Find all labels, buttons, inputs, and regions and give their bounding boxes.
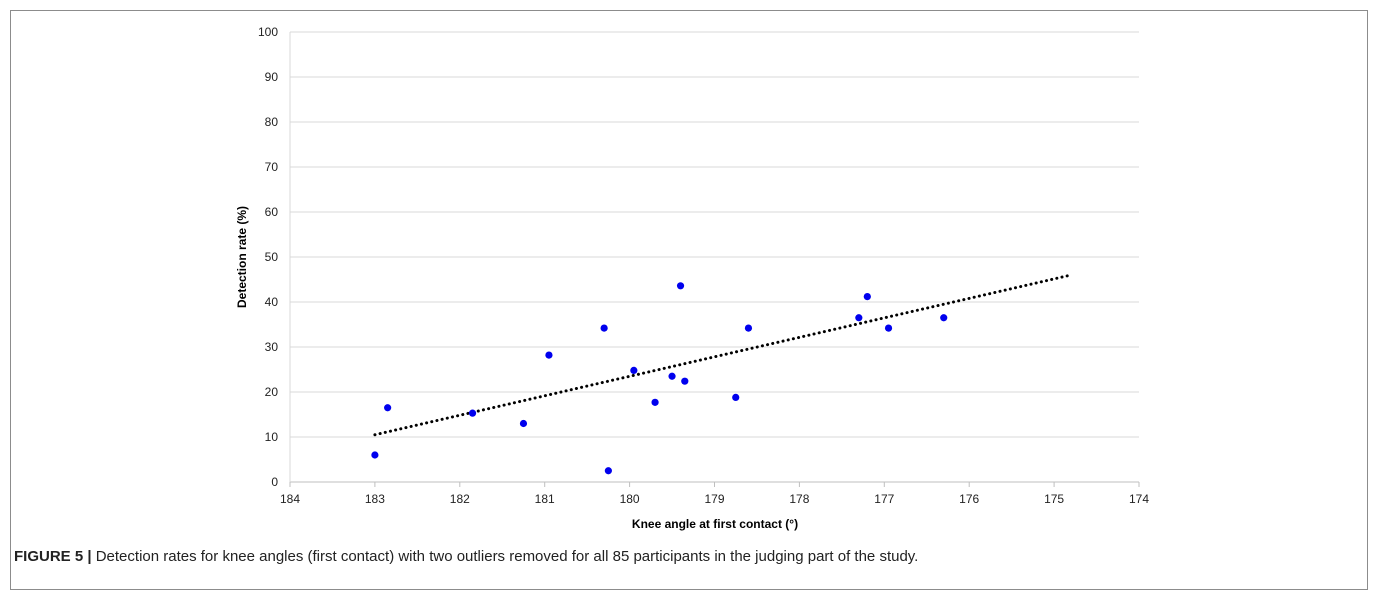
x-tick-label: 175 [1044,492,1064,506]
x-tick-label: 183 [365,492,385,506]
data-point [371,451,379,459]
y-tick-label: 100 [258,25,278,39]
data-point [468,409,477,417]
data-point [863,293,871,301]
x-tick-label: 176 [959,492,979,506]
data-point [681,377,689,385]
x-tick-label: 179 [704,492,724,506]
x-tick-label: 178 [789,492,809,506]
y-tick-label: 30 [265,340,279,354]
y-tick-label: 80 [265,115,279,129]
figure-caption: FIGURE 5 | Detection rates for knee angl… [14,548,918,565]
trendline-group [373,273,1073,437]
data-point [744,324,753,332]
data-point [630,366,638,374]
x-tick-label: 180 [620,492,640,506]
data-points [371,282,948,475]
y-axis-title: Detection rate (%) [235,206,249,308]
y-tick-label: 40 [265,295,279,309]
x-tick-label: 181 [535,492,555,506]
y-tick-label: 10 [265,430,279,444]
y-axis-ticks: 0 10 20 30 40 50 60 70 80 90 100 [258,25,278,489]
x-axis-title: Knee angle at first contact (°) [632,517,798,531]
axes [289,32,1139,483]
data-point [732,393,740,401]
y-tick-label: 60 [265,205,279,219]
y-tick-label: 20 [265,385,279,399]
caption-text: Detection rates for knee angles (first c… [91,548,919,565]
trendline [373,273,1073,437]
data-point [676,282,685,290]
data-point [545,351,553,359]
data-point [855,314,863,322]
data-point [604,467,612,475]
data-point [519,419,528,428]
caption-label: FIGURE 5 | [14,548,92,565]
y-tick-label: 0 [271,475,278,489]
y-tick-label: 90 [265,70,279,84]
figure-frame [10,10,1368,590]
data-point [651,398,659,406]
x-tick-label: 182 [450,492,470,506]
data-point [384,404,392,412]
y-tick-label: 70 [265,160,279,174]
data-point [940,314,948,322]
data-point [884,324,893,332]
x-tick-label: 174 [1129,492,1149,506]
data-point [600,324,608,332]
data-point [668,372,676,380]
scatter-chart: 0 10 20 30 40 50 60 70 80 90 100 184 183 182 181 180 17… [235,25,1149,531]
x-tick-label: 177 [874,492,894,506]
x-axis-ticks: 184 183 182 181 180 179 178 177 176 175 174 [280,482,1149,506]
y-tick-label: 50 [265,250,279,264]
grid-lines [290,31,1139,438]
x-tick-label: 184 [280,492,300,506]
